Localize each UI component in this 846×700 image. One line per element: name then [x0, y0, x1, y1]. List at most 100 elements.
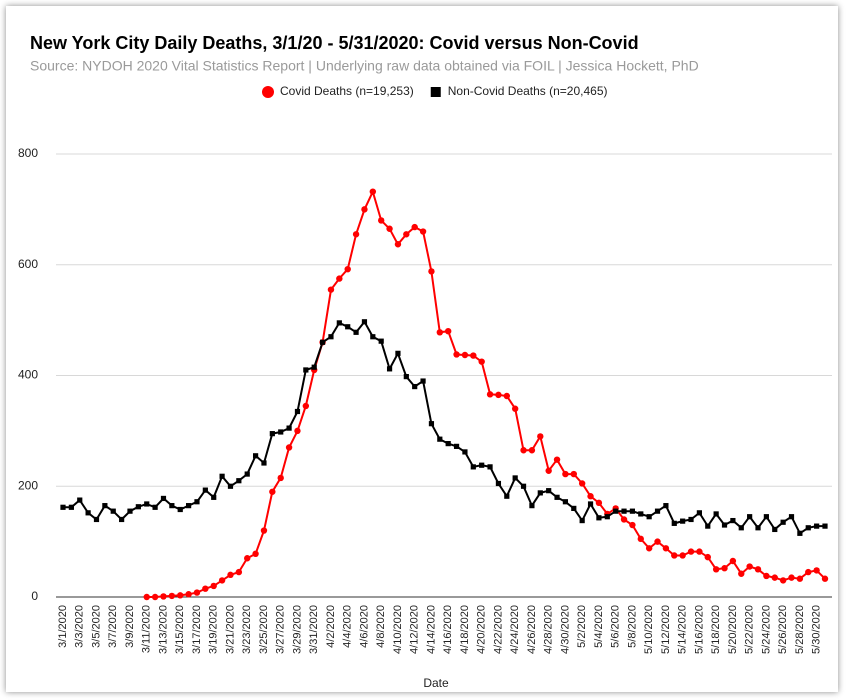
data-point: [495, 480, 502, 487]
data-point: [85, 510, 91, 516]
data-point: [779, 577, 787, 584]
data-point: [487, 464, 493, 470]
data-point: [345, 324, 351, 330]
data-point: [596, 515, 602, 521]
data-point: [755, 525, 761, 531]
data-point: [151, 593, 159, 601]
data-point: [252, 453, 259, 459]
chart-title: New York City Daily Deaths, 3/1/20 - 5/3…: [30, 33, 639, 53]
data-point: [637, 535, 644, 543]
y-tick-label: 400: [18, 368, 38, 382]
x-tick-label: 5/16/2020: [693, 605, 705, 654]
data-point: [579, 517, 585, 524]
data-point: [772, 526, 778, 533]
data-point: [638, 511, 644, 517]
data-point: [721, 565, 728, 572]
data-point: [587, 493, 594, 500]
data-point: [77, 497, 83, 503]
x-tick-label: 4/18/2020: [459, 605, 471, 654]
data-point: [763, 514, 769, 520]
data-point: [168, 592, 176, 600]
data-point: [771, 574, 778, 581]
data-point: [713, 511, 719, 517]
y-tick-label: 0: [31, 589, 38, 603]
data-point: [663, 503, 669, 509]
x-tick-label: 3/1/2020: [57, 605, 69, 648]
x-tick-label: 4/30/2020: [559, 605, 571, 654]
data-point: [470, 352, 477, 359]
x-tick-label: 3/7/2020: [107, 605, 119, 648]
data-point: [780, 519, 786, 525]
data-point: [503, 392, 511, 400]
data-point: [654, 508, 661, 514]
data-point: [218, 577, 226, 584]
data-point: [403, 231, 410, 238]
data-point: [260, 527, 268, 534]
data-point: [60, 504, 66, 510]
data-point: [236, 478, 242, 484]
data-point: [704, 553, 711, 561]
data-point: [352, 231, 360, 238]
data-point: [193, 589, 201, 596]
data-point: [613, 508, 619, 514]
data-point: [143, 593, 150, 601]
data-point: [444, 328, 452, 335]
data-point: [512, 475, 518, 481]
data-point: [504, 493, 510, 499]
data-point: [578, 480, 586, 487]
data-point: [470, 464, 476, 470]
data-point: [486, 391, 494, 398]
data-point: [679, 552, 686, 559]
x-tick-label: 4/24/2020: [509, 605, 521, 654]
data-point: [219, 473, 225, 479]
data-point: [294, 408, 301, 415]
data-point: [102, 503, 108, 509]
x-tick-label: 3/19/2020: [208, 605, 220, 654]
x-tick-label: 3/29/2020: [291, 605, 303, 654]
y-tick-label: 600: [18, 257, 38, 271]
data-point: [278, 429, 284, 435]
data-point: [629, 508, 636, 514]
data-point: [763, 572, 770, 580]
chart-frame: New York City Daily Deaths, 3/1/20 - 5/3…: [6, 6, 838, 692]
legend-marker: [262, 86, 274, 98]
data-point: [68, 504, 74, 510]
x-tick-label: 4/16/2020: [442, 605, 454, 654]
data-point: [453, 351, 460, 358]
data-point: [169, 503, 175, 509]
data-point: [595, 499, 603, 507]
data-point: [545, 467, 552, 474]
data-point: [746, 563, 753, 570]
x-tick-label: 3/9/2020: [124, 605, 136, 648]
data-point: [813, 567, 820, 574]
data-point: [696, 548, 703, 555]
data-point: [712, 566, 720, 573]
data-point: [386, 366, 393, 372]
data-point: [805, 525, 811, 531]
data-point: [629, 521, 636, 529]
data-point: [412, 383, 418, 390]
data-point: [562, 470, 569, 478]
data-point: [520, 483, 527, 489]
data-point: [185, 591, 192, 598]
data-point: [730, 517, 736, 524]
data-point: [822, 523, 828, 529]
data-point: [119, 516, 125, 523]
data-point: [562, 499, 569, 505]
x-tick-label: 3/21/2020: [224, 605, 236, 654]
y-tick-label: 800: [18, 146, 38, 160]
data-point: [369, 188, 377, 195]
data-point: [453, 443, 460, 449]
data-point: [303, 367, 309, 373]
data-point: [336, 320, 342, 326]
data-point: [528, 447, 536, 454]
data-point: [160, 495, 167, 502]
data-point: [353, 329, 359, 335]
legend-label: Non-Covid Deaths (n=20,465): [448, 84, 608, 98]
x-tick-label: 3/3/2020: [74, 605, 86, 648]
data-point: [186, 503, 192, 509]
data-point: [654, 538, 661, 545]
data-point: [796, 575, 804, 582]
data-point: [478, 358, 485, 365]
